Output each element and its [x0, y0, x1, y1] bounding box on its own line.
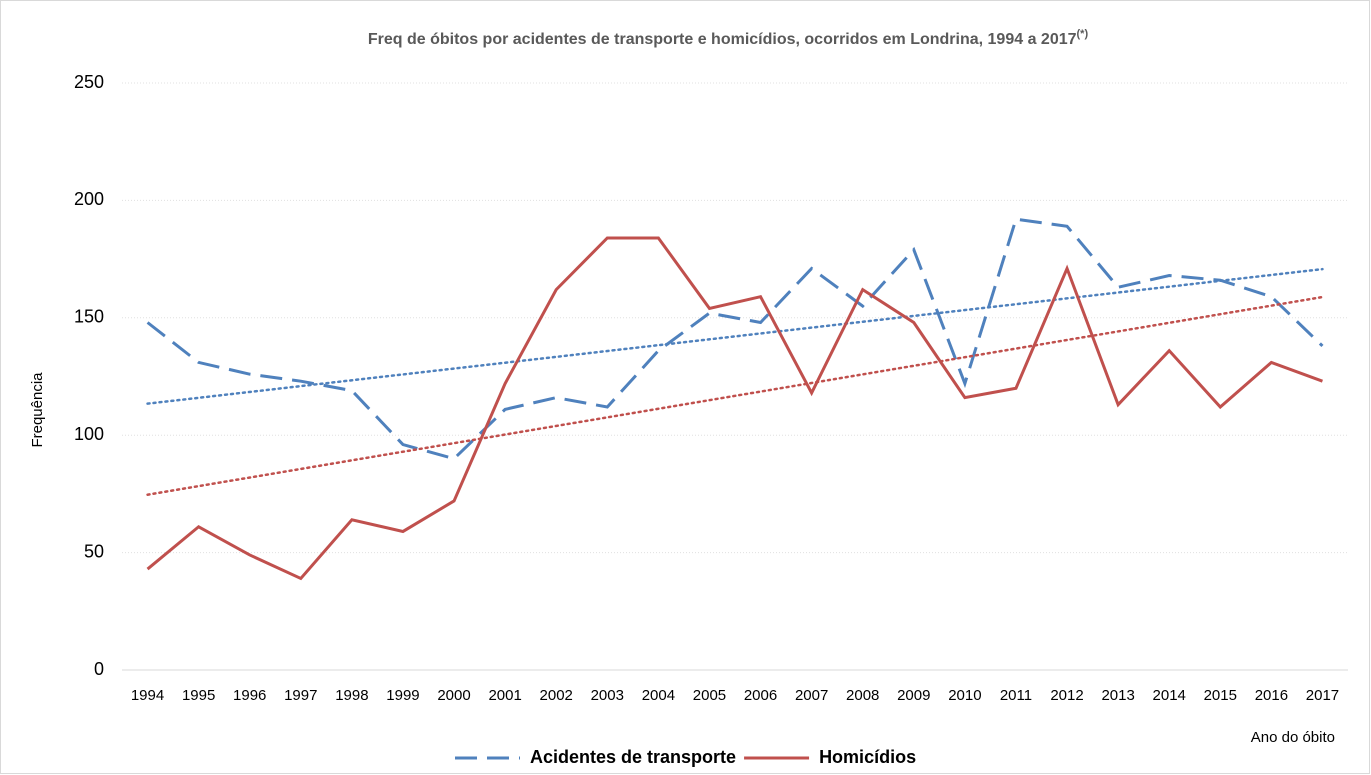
- x-tick-label: 1998: [335, 687, 368, 704]
- x-tick-label: 2016: [1255, 687, 1288, 704]
- x-tick-label: 2006: [744, 687, 777, 704]
- x-tick-label: 2017: [1306, 687, 1339, 704]
- y-tick-label: 0: [94, 659, 104, 679]
- series-line: [146, 236, 1323, 581]
- y-tick-label: 200: [74, 189, 104, 209]
- y-axis-label: Frequência: [29, 372, 46, 448]
- x-tick-label: 2008: [846, 687, 879, 704]
- x-tick-label: 2011: [1000, 687, 1032, 704]
- legend-label: Homicídios: [819, 747, 916, 767]
- series-line: [146, 217, 1324, 461]
- trendline: [146, 295, 1324, 496]
- x-tick-label: 2014: [1153, 687, 1186, 704]
- x-tick-label: 2001: [488, 687, 521, 704]
- x-tick-label: 2012: [1050, 687, 1083, 704]
- x-tick-label: 2010: [948, 687, 981, 704]
- x-tick-label: 2000: [437, 687, 470, 704]
- x-tick-label: 1999: [386, 687, 419, 704]
- y-tick-label: 250: [74, 72, 104, 92]
- x-tick-label: 2015: [1204, 687, 1237, 704]
- y-tick-label: 100: [74, 424, 104, 444]
- x-tick-label: 2004: [642, 687, 675, 704]
- x-tick-label: 2013: [1101, 687, 1134, 704]
- x-tick-label: 1994: [131, 687, 164, 704]
- x-tick-label: 2003: [591, 687, 624, 704]
- x-tick-label: 2007: [795, 687, 828, 704]
- x-tick-label: 2005: [693, 687, 726, 704]
- x-tick-label: 2009: [897, 687, 930, 704]
- x-tick-label: 1996: [233, 687, 266, 704]
- x-axis-label: Ano do óbito: [1251, 729, 1335, 746]
- trendline: [146, 267, 1324, 405]
- legend-label: Acidentes de transporte: [530, 747, 736, 767]
- x-tick-label: 2002: [540, 687, 573, 704]
- chart-title: Freq de óbitos por acidentes de transpor…: [368, 28, 1089, 48]
- y-tick-label: 150: [74, 307, 104, 327]
- x-tick-label: 1995: [182, 687, 215, 704]
- x-tick-label: 1997: [284, 687, 317, 704]
- title-note: (*): [1077, 28, 1089, 40]
- title-text: Freq de óbitos por acidentes de transpor…: [368, 31, 1077, 48]
- y-tick-label: 50: [84, 541, 104, 561]
